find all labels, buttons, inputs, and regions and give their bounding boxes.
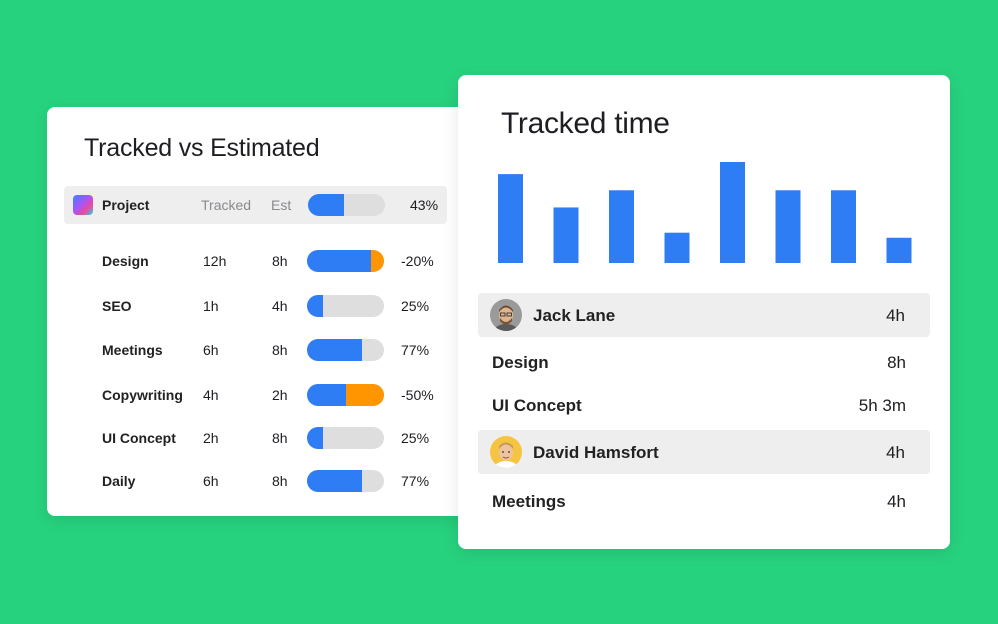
progress-bar xyxy=(307,250,384,272)
person-name: Jack Lane xyxy=(533,306,616,325)
task-row[interactable]: Copywriting 4h 2h -50% xyxy=(102,380,447,410)
tracked-value: 6h xyxy=(203,473,219,489)
project-header-row[interactable]: Project Tracked Est 43% xyxy=(64,186,447,224)
tracked-value: 6h xyxy=(203,342,219,358)
chart-bar xyxy=(831,190,856,263)
chart-bar xyxy=(775,190,801,263)
progress-fill xyxy=(307,384,346,406)
task-row[interactable]: Design 12h 8h -20% xyxy=(102,246,447,276)
tracked-value: 1h xyxy=(203,298,219,314)
est-value: 8h xyxy=(272,342,288,358)
tracked-time-bar-chart xyxy=(498,162,912,263)
est-value: 8h xyxy=(272,253,288,269)
task-row-meetings[interactable]: Meetings 4h xyxy=(492,486,906,516)
tracked-value: 2h xyxy=(203,430,219,446)
task-name: Design xyxy=(102,253,149,269)
task-name: Meetings xyxy=(492,492,566,511)
person-time: 4h xyxy=(886,443,905,462)
overrun-fill xyxy=(345,384,384,406)
task-name: Daily xyxy=(102,473,136,489)
chart-bar xyxy=(886,237,912,263)
task-name: Copywriting xyxy=(102,387,183,403)
progress-bar xyxy=(307,427,384,449)
card-title: Tracked time xyxy=(501,107,670,140)
tracked-value: 12h xyxy=(203,253,227,269)
task-name: SEO xyxy=(102,298,132,314)
progress-fill xyxy=(308,194,345,216)
task-name: UI Concept xyxy=(492,396,582,415)
progress-fill xyxy=(307,470,362,492)
task-row-ui-concept[interactable]: UI Concept 5h 3m xyxy=(492,390,906,420)
task-name: Design xyxy=(492,353,549,372)
progress-fill xyxy=(307,427,324,449)
progress-bar xyxy=(307,470,384,492)
progress-fill xyxy=(307,250,371,272)
person-row-david-hamsfort[interactable]: David Hamsfort 4h xyxy=(478,430,930,474)
percent-value: 77% xyxy=(401,342,430,358)
person-row-jack-lane[interactable]: Jack Lane 4h xyxy=(478,293,930,337)
task-time: 8h xyxy=(887,353,906,372)
progress-fill xyxy=(307,295,324,317)
est-value: 8h xyxy=(272,430,288,446)
person-name: David Hamsfort xyxy=(533,443,659,462)
project-icon xyxy=(73,195,93,215)
percent-value: 25% xyxy=(401,430,430,446)
est-value: 2h xyxy=(272,387,288,403)
person-time: 4h xyxy=(886,306,905,325)
est-column-header: Est xyxy=(271,197,292,213)
progress-bar xyxy=(307,295,384,317)
tracked-value: 4h xyxy=(203,387,219,403)
task-name: UI Concept xyxy=(102,430,176,446)
task-row-design[interactable]: Design 8h xyxy=(492,347,906,377)
percent-value: 25% xyxy=(401,298,430,314)
chart-bar xyxy=(609,190,634,263)
task-name: Meetings xyxy=(102,342,163,358)
task-row[interactable]: SEO 1h 4h 25% xyxy=(102,291,447,321)
percent-value: -20% xyxy=(401,253,434,269)
task-row[interactable]: Meetings 6h 8h 77% xyxy=(102,335,447,365)
chart-bar xyxy=(553,207,579,263)
project-percent: 43% xyxy=(410,197,439,213)
project-progress-bar xyxy=(308,194,385,216)
tracked-vs-estimated-card: Tracked vs Estimated Project Tracked Est… xyxy=(47,107,477,516)
est-value: 8h xyxy=(272,473,288,489)
avatar xyxy=(490,436,522,468)
card-title: Tracked vs Estimated xyxy=(84,134,320,162)
progress-bar xyxy=(307,384,384,406)
overrun-fill xyxy=(370,250,384,272)
progress-bar xyxy=(307,339,384,361)
task-time: 4h xyxy=(887,492,906,511)
project-label: Project xyxy=(102,197,150,213)
percent-value: 77% xyxy=(401,473,430,489)
tracked-column-header: Tracked xyxy=(201,197,252,213)
progress-fill xyxy=(307,339,362,361)
chart-bar xyxy=(498,174,523,263)
est-value: 4h xyxy=(272,298,288,314)
task-row[interactable]: UI Concept 2h 8h 25% xyxy=(102,423,447,453)
percent-value: -50% xyxy=(401,387,434,403)
avatar xyxy=(490,299,522,331)
tracked-time-card: Tracked time Jack Lane 4h Design 8h UI C… xyxy=(458,75,950,549)
task-row[interactable]: Daily 6h 8h 77% xyxy=(102,466,447,496)
task-time: 5h 3m xyxy=(858,396,906,415)
chart-bar xyxy=(720,162,745,263)
chart-bar xyxy=(664,232,690,263)
